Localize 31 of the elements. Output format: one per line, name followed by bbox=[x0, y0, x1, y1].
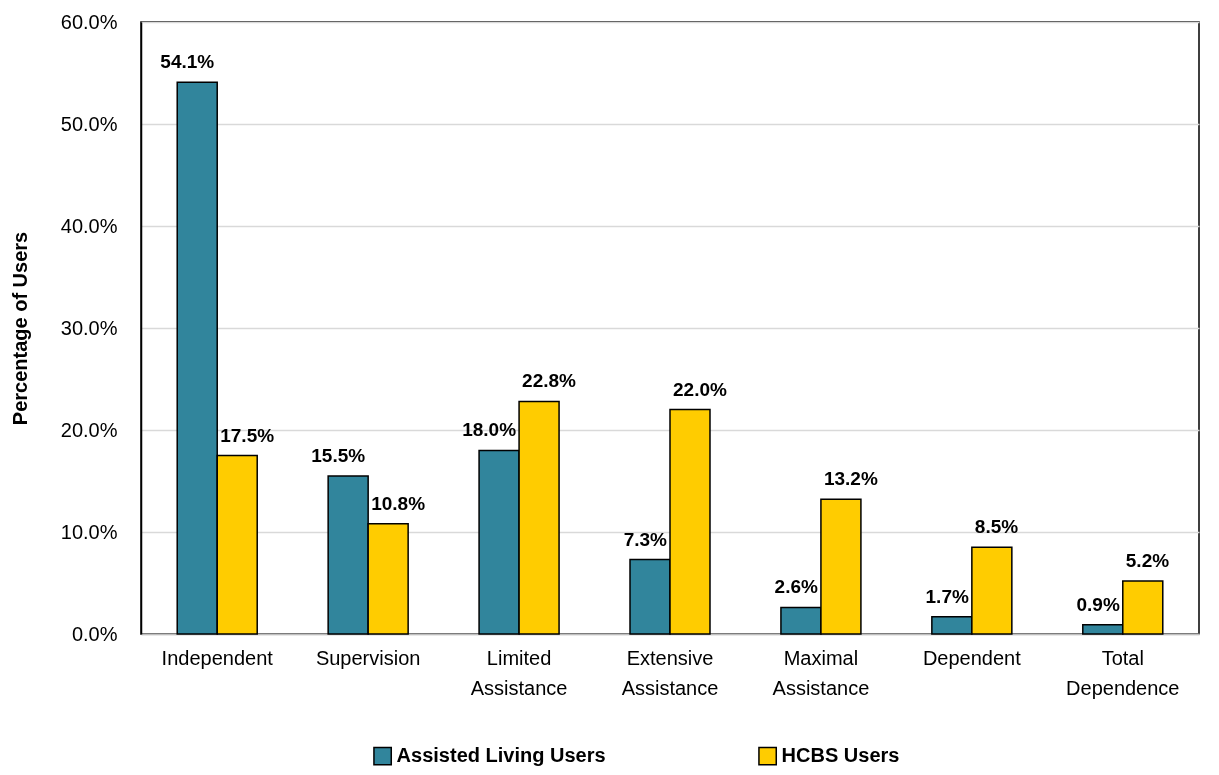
data-label: 2.6% bbox=[774, 576, 819, 598]
data-label: 5.2% bbox=[1125, 549, 1170, 571]
y-axis-title: Percentage of Users bbox=[8, 231, 31, 426]
x-tick-label: Independent bbox=[161, 646, 274, 669]
data-label: 18.0% bbox=[462, 419, 517, 441]
data-label: 54.1% bbox=[160, 51, 215, 73]
legend-label: Assisted Living Users bbox=[396, 744, 606, 767]
data-label: 17.5% bbox=[220, 424, 275, 446]
y-tick-label: 40.0% bbox=[60, 214, 118, 237]
data-label: 1.7% bbox=[925, 585, 969, 607]
data-label: 13.2% bbox=[823, 468, 878, 490]
y-tick-label: 30.0% bbox=[60, 316, 118, 339]
y-tick-label: 10.0% bbox=[60, 520, 118, 543]
legend-label: HCBS Users bbox=[781, 744, 900, 767]
x-tick-label: Limited Assistance bbox=[470, 646, 568, 699]
y-tick-label: 50.0% bbox=[60, 112, 118, 135]
data-label: 0.9% bbox=[1076, 593, 1120, 615]
x-tick-label: Total Dependence bbox=[1066, 646, 1180, 699]
x-tick-label: Maximal Assistance bbox=[772, 646, 870, 699]
x-tick-label: Extensive Assistance bbox=[621, 646, 719, 699]
data-label: 8.5% bbox=[974, 516, 1019, 538]
y-tick-label: 20.0% bbox=[60, 418, 118, 441]
data-label: 22.8% bbox=[522, 370, 577, 392]
y-tick-label: 0.0% bbox=[71, 622, 118, 645]
data-label: 15.5% bbox=[311, 444, 366, 466]
x-tick-label: Supervision bbox=[315, 646, 421, 669]
y-tick-label: 60.0% bbox=[60, 10, 118, 33]
data-label: 7.3% bbox=[623, 528, 668, 550]
data-label: 10.8% bbox=[371, 492, 426, 514]
x-tick-label: Dependent bbox=[922, 646, 1022, 669]
data-label: 22.0% bbox=[673, 378, 727, 400]
